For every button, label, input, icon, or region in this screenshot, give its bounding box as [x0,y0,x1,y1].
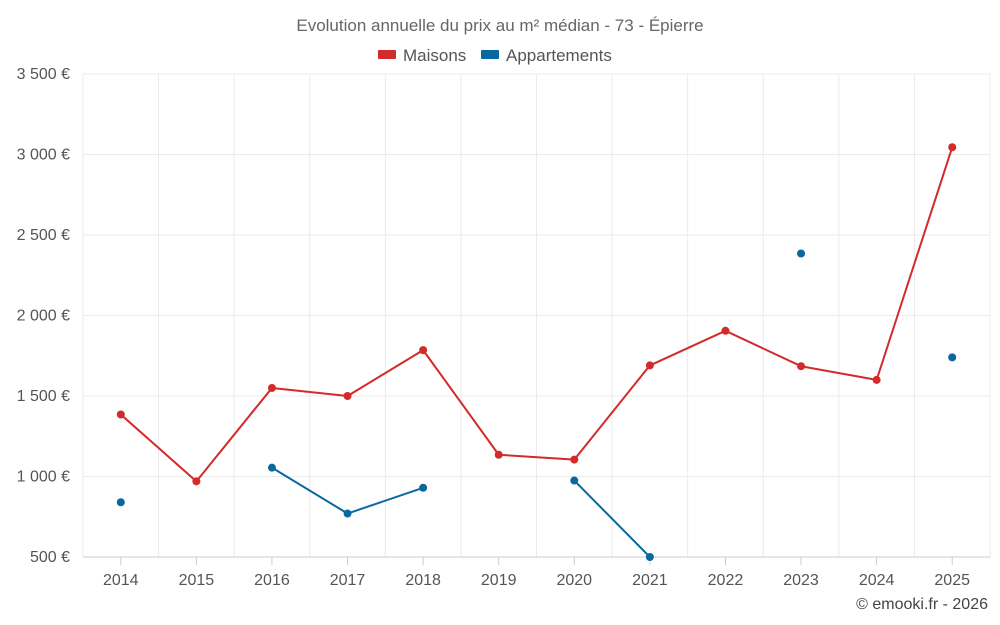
x-tick-label: 2025 [934,572,970,589]
legend-swatch-appartements [481,50,499,59]
data-point-appartements-2025[interactable]: Appartements 2025: 1740 [948,353,957,362]
x-tick-label: 2017 [330,572,366,589]
x-tick-label: 2021 [632,572,668,589]
data-point-appartements-2018[interactable]: Appartements 2018: 930 [419,483,428,492]
x-tick-label: 2014 [103,572,139,589]
legend-swatch-maisons [378,50,396,59]
x-tick-label: 2023 [783,572,819,589]
x-tick-label: 2019 [481,572,517,589]
series-appartements: Appartements 2014: 840 Appartements 2016:… [116,249,957,561]
y-tick-label: 1 500 € [17,388,70,405]
y-tick-label: 500 € [30,549,70,566]
credit: © emooki.fr - 2026 [856,596,988,613]
data-point-appartements-2014[interactable]: Appartements 2014: 840 [116,498,125,507]
x-tick-label: 2022 [708,572,744,589]
data-point-appartements-2023[interactable]: Appartements 2023: 2385 [797,249,806,258]
x-tick-label: 2024 [859,572,895,589]
grid [82,73,991,557]
data-point-maisons-2021[interactable]: Maisons 2021: 1690 [645,361,654,370]
y-tick-label: 1 000 € [17,469,70,486]
data-point-appartements-2021[interactable]: Appartements 2021: 500 [645,553,654,561]
x-tick-label: 2018 [405,572,441,589]
data-point-maisons-2016[interactable]: Maisons 2016: 1550 [267,383,276,392]
series-line-maisons [120,146,954,483]
x-tick-label: 2016 [254,572,290,589]
y-tick-label: 2 500 € [17,227,70,244]
series-line-appartements [271,466,424,515]
data-point-maisons-2025[interactable]: Maisons 2025: 3045 [948,143,957,152]
y-tick-label: 3 500 € [17,66,70,83]
legend: Maisons Appartements [378,46,612,65]
series: Maisons 2014: 1385 Maisons 2015: 970 Maiso… [116,143,957,561]
data-point-maisons-2015[interactable]: Maisons 2015: 970 [192,477,201,486]
data-point-appartements-2016[interactable]: Appartements 2016: 1055 [267,463,276,472]
chart-title: Evolution annuelle du prix au m² médian … [296,16,703,35]
y-tick-label: 2 000 € [17,308,70,325]
data-point-maisons-2019[interactable]: Maisons 2019: 1135 [494,450,503,459]
data-point-maisons-2023[interactable]: Maisons 2023: 1685 [797,362,806,371]
x-tick-label: 2020 [556,572,592,589]
data-point-maisons-2024[interactable]: Maisons 2024: 1600 [872,375,881,384]
data-point-maisons-2018[interactable]: Maisons 2018: 1785 [419,346,428,355]
data-point-maisons-2020[interactable]: Maisons 2020: 1105 [570,455,579,464]
data-point-appartements-2017[interactable]: Appartements 2017: 770 [343,509,352,518]
data-point-appartements-2020[interactable]: Appartements 2020: 975 [570,476,579,485]
data-point-maisons-2014[interactable]: Maisons 2014: 1385 [116,410,125,419]
legend-item-maisons[interactable]: Maisons [378,46,466,65]
x-tick-label: 2015 [179,572,215,589]
legend-label-appartements: Appartements [506,46,612,65]
series-maisons: Maisons 2014: 1385 Maisons 2015: 970 Maiso… [116,143,957,486]
legend-item-appartements[interactable]: Appartements [481,46,612,65]
data-point-maisons-2022[interactable]: Maisons 2022: 1905 [721,326,730,335]
axes: 500 € 1 000 € 1 500 € 2 000 € 2 500 € 3 000 €… [17,66,990,589]
series-line-appartements [573,479,651,558]
y-tick-label: 3 000 € [17,147,70,164]
legend-label-maisons: Maisons [403,46,466,65]
